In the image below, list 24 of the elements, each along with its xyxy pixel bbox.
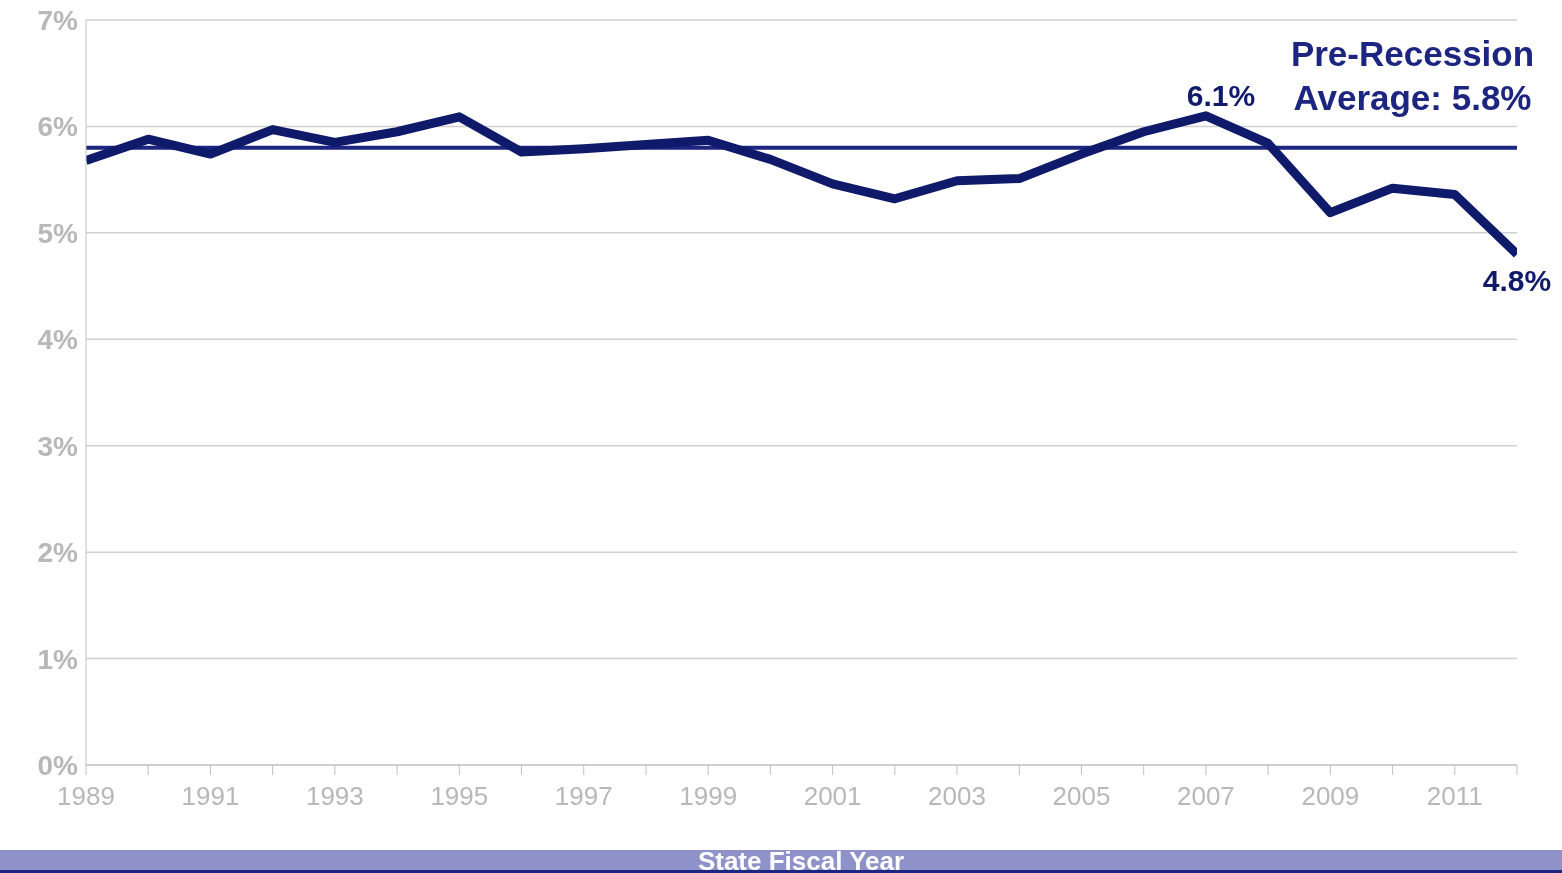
y-tick-label: 1% <box>37 643 79 675</box>
y-tick-label: 6% <box>37 111 79 143</box>
y-tick-label: 2% <box>37 537 79 569</box>
x-tick-label: 2011 <box>1426 781 1483 812</box>
y-tick-label: 0% <box>37 749 79 781</box>
data-label: 6.1% <box>1186 78 1256 112</box>
x-tick-label: 1995 <box>430 781 489 812</box>
x-tick-label: 2005 <box>1052 781 1111 812</box>
y-tick-label: 3% <box>37 430 79 462</box>
x-tick-label: 2009 <box>1301 781 1360 812</box>
x-tick-label: 1991 <box>181 781 240 812</box>
y-tick-label: 7% <box>37 4 79 36</box>
ref-line-label: Pre-Recession Average: 5.8% <box>1289 33 1536 119</box>
x-tick-label: 2003 <box>928 781 986 812</box>
x-tick-label: 1997 <box>554 781 613 812</box>
y-tick-label: 5% <box>37 217 79 249</box>
y-tick-label: 4% <box>37 324 79 356</box>
x-tick-label: 1993 <box>305 781 364 812</box>
x-tick-label: 2007 <box>1176 781 1235 812</box>
data-label: 4.8% <box>1482 264 1552 298</box>
x-tick-label: 1989 <box>57 781 115 812</box>
x-tick-label: 2001 <box>803 781 862 812</box>
x-axis-title: State Fiscal Year <box>697 846 905 873</box>
x-tick-label: 1999 <box>679 781 738 812</box>
